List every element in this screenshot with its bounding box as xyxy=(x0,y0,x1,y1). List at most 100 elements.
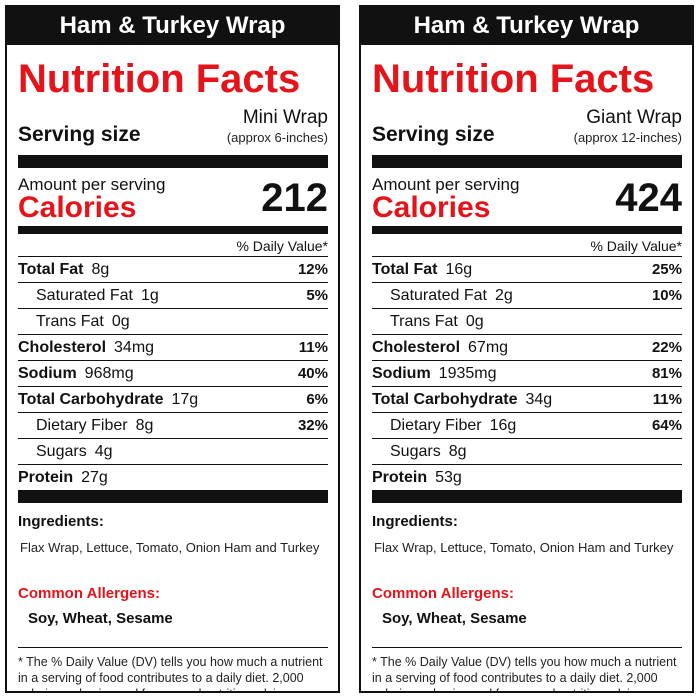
divider-medium xyxy=(18,226,328,234)
nutrition-label-giant: Ham & Turkey Wrap Nutrition Facts Servin… xyxy=(359,5,694,693)
serving-section: Serving size Mini Wrap (approx 6-inches) xyxy=(18,105,328,155)
daily-value-footnote: * The % Daily Value (DV) tells you how m… xyxy=(372,655,677,691)
divider-thin xyxy=(372,647,682,648)
allergens-title: Common Allergens: xyxy=(372,585,514,602)
nutrient-row-cholesterol: Cholesterol 34mg 11% xyxy=(18,335,328,361)
nutrient-name: Sodium xyxy=(372,365,431,382)
nutrient-row-cholesterol: Cholesterol 67mg 22% xyxy=(372,335,682,361)
nutrient-daily-value: 11% xyxy=(298,339,328,356)
nutrient-name: Saturated Fat xyxy=(36,287,133,304)
divider-thick xyxy=(372,490,682,503)
nutrient-amount: 2g xyxy=(494,287,513,304)
nutrient-row-sugars: Sugars 4g xyxy=(18,439,328,465)
ingredients-text: Flax Wrap, Lettuce, Tomato, Onion Ham an… xyxy=(374,540,674,555)
divider-thick xyxy=(18,490,328,503)
nutrient-amount: 0g xyxy=(465,313,484,330)
nutrient-amount: 34mg xyxy=(114,339,155,356)
nutrient-name: Total Fat xyxy=(372,261,438,278)
nutrient-name: Cholesterol xyxy=(18,339,107,356)
daily-value-header: % Daily Value* xyxy=(18,234,328,257)
nutrient-amount: 67mg xyxy=(468,339,509,356)
calories-value: 424 xyxy=(615,176,682,220)
nutrient-row-trans-fat: Trans Fat 0g xyxy=(372,309,682,335)
allergens-text: Soy, Wheat, Sesame xyxy=(28,610,173,627)
nutrient-amount: 968mg xyxy=(84,365,134,382)
nutrient-daily-value: 12% xyxy=(297,261,328,278)
daily-value-header: % Daily Value* xyxy=(372,234,682,257)
nutrient-row-total-carbohydrate: Total Carbohydrate 17g 6% xyxy=(18,387,328,413)
divider-thick xyxy=(18,155,328,168)
nutrient-daily-value: 5% xyxy=(306,287,328,304)
nutrition-label-mini: Ham & Turkey Wrap Nutrition Facts Servin… xyxy=(5,5,340,693)
serving-size-value: Giant Wrap xyxy=(586,107,682,128)
calories-section: Amount per serving Calories 424 xyxy=(372,168,682,226)
product-header: Ham & Turkey Wrap xyxy=(361,7,692,45)
nutrient-row-dietary-fiber: Dietary Fiber 16g 64% xyxy=(372,413,682,439)
serving-section: Serving size Giant Wrap (approx 12-inche… xyxy=(372,105,682,155)
divider-thick xyxy=(372,155,682,168)
nutrient-amount: 8g xyxy=(135,417,154,434)
nutrient-daily-value: 81% xyxy=(651,365,682,382)
ingredients-title: Ingredients: xyxy=(372,513,458,530)
allergens-title: Common Allergens: xyxy=(18,585,160,602)
nutrient-amount: 4g xyxy=(94,443,113,460)
serving-size-value: Mini Wrap xyxy=(242,107,328,128)
nutrient-row-protein: Protein 53g xyxy=(372,465,682,490)
product-header: Ham & Turkey Wrap xyxy=(7,7,338,45)
ingredients-title: Ingredients: xyxy=(18,513,104,530)
nutrient-row-trans-fat: Trans Fat 0g xyxy=(18,309,328,335)
nutrition-facts-title: Nutrition Facts xyxy=(372,57,655,101)
nutrient-amount: 27g xyxy=(81,469,108,486)
nutrient-name: Dietary Fiber xyxy=(390,417,482,434)
calories-label: Calories xyxy=(372,191,491,224)
nutrient-name: Dietary Fiber xyxy=(36,417,128,434)
serving-size-note: (approx 12-inches) xyxy=(573,130,682,145)
nutrient-row-total-carbohydrate: Total Carbohydrate 34g 11% xyxy=(372,387,682,413)
nutrient-row-total-fat: Total Fat 16g 25% xyxy=(372,257,682,283)
nutrient-amount: 16g xyxy=(445,261,473,278)
nutrient-amount: 1935mg xyxy=(438,365,497,382)
nutrient-row-saturated-fat: Saturated Fat 2g 10% xyxy=(372,283,682,309)
nutrient-name: Trans Fat xyxy=(390,313,458,330)
nutrient-amount: 34g xyxy=(525,391,553,408)
nutrient-name: Sugars xyxy=(36,443,87,460)
nutrient-daily-value: 40% xyxy=(297,365,328,382)
nutrient-daily-value: 25% xyxy=(651,261,682,278)
serving-size-label: Serving size xyxy=(18,123,141,146)
divider-medium xyxy=(372,226,682,234)
serving-size-note: (approx 6-inches) xyxy=(226,130,328,145)
nutrient-name: Protein xyxy=(18,469,74,486)
nutrient-row-sugars: Sugars 8g xyxy=(372,439,682,465)
amount-per-serving-label: Amount per serving xyxy=(372,175,520,194)
nutrient-amount: 53g xyxy=(435,469,462,486)
nutrient-name: Cholesterol xyxy=(372,339,461,356)
nutrient-daily-value: 64% xyxy=(651,417,682,434)
calories-section: Amount per serving Calories 212 xyxy=(18,168,328,226)
nutrient-name: Sugars xyxy=(390,443,441,460)
calories-value: 212 xyxy=(261,176,328,220)
nutrient-name: Total Fat xyxy=(18,261,84,278)
nutrient-name: Trans Fat xyxy=(36,313,104,330)
nutrient-amount: 17g xyxy=(171,391,199,408)
nutrient-row-sodium: Sodium 1935mg 81% xyxy=(372,361,682,387)
nutrient-row-protein: Protein 27g xyxy=(18,465,328,490)
nutrient-amount: 1g xyxy=(140,287,159,304)
nutrient-name: Protein xyxy=(372,469,428,486)
nutrient-name: Saturated Fat xyxy=(390,287,487,304)
nutrient-daily-value: 11% xyxy=(652,391,682,408)
nutrient-amount: 8g xyxy=(91,261,110,278)
serving-size-label: Serving size xyxy=(372,123,495,146)
nutrient-amount: 0g xyxy=(111,313,130,330)
divider-thin xyxy=(18,647,328,648)
nutrient-row-sodium: Sodium 968mg 40% xyxy=(18,361,328,387)
nutrient-name: Total Carbohydrate xyxy=(18,391,164,408)
nutrient-row-total-fat: Total Fat 8g 12% xyxy=(18,257,328,283)
nutrient-row-saturated-fat: Saturated Fat 1g 5% xyxy=(18,283,328,309)
nutrient-amount: 8g xyxy=(448,443,467,460)
allergens-text: Soy, Wheat, Sesame xyxy=(382,610,527,627)
nutrient-amount: 16g xyxy=(489,417,517,434)
calories-label: Calories xyxy=(18,191,137,224)
nutrient-name: Total Carbohydrate xyxy=(372,391,518,408)
nutrient-daily-value: 32% xyxy=(297,417,328,434)
nutrient-name: Sodium xyxy=(18,365,77,382)
